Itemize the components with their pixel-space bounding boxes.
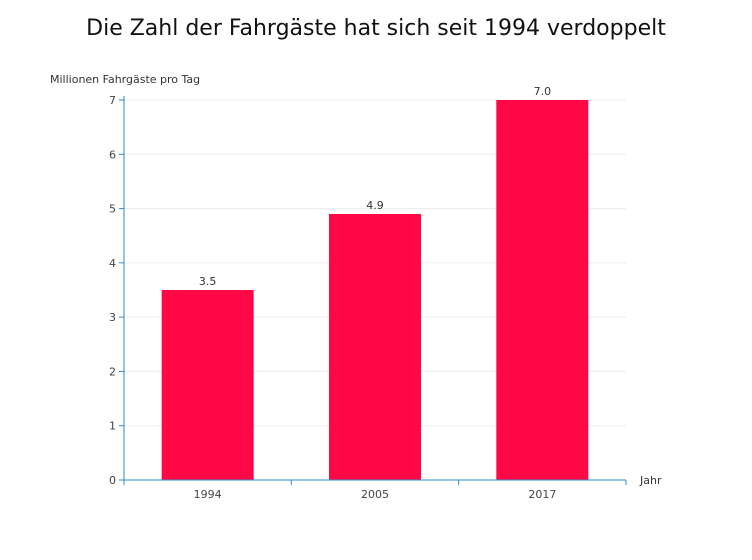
bars <box>161 100 589 480</box>
x-tick-label: 2017 <box>528 488 556 501</box>
bar-2017 <box>496 100 589 480</box>
x-tick-label: 1994 <box>194 488 222 501</box>
y-tick-label: 5 <box>109 203 116 216</box>
y-tick-label: 3 <box>109 311 116 324</box>
y-tick-label: 0 <box>109 474 116 487</box>
y-tick-label: 4 <box>109 257 116 270</box>
x-tick-label: 2005 <box>361 488 389 501</box>
y-tick-label: 6 <box>109 148 116 161</box>
data-labels: 3.5 4.9 7.0 <box>199 85 551 288</box>
y-ticks: 0 1 2 3 4 5 6 7 <box>109 94 124 487</box>
data-label-2005: 4.9 <box>366 199 384 212</box>
chart-title: Die Zahl der Fahrgäste hat sich seit 199… <box>86 16 666 41</box>
bar-1994 <box>161 290 254 480</box>
y-tick-label: 7 <box>109 94 116 107</box>
bar-2005 <box>328 214 422 480</box>
y-tick-label: 2 <box>109 365 116 378</box>
x-axis-title: Jahr <box>639 474 662 487</box>
y-tick-label: 1 <box>109 420 116 433</box>
axes <box>123 96 626 481</box>
y-axis-title: Millionen Fahrgäste pro Tag <box>50 73 200 86</box>
data-label-2017: 7.0 <box>534 85 552 98</box>
data-label-1994: 3.5 <box>199 275 217 288</box>
x-ticks: 1994 2005 2017 <box>123 480 627 501</box>
